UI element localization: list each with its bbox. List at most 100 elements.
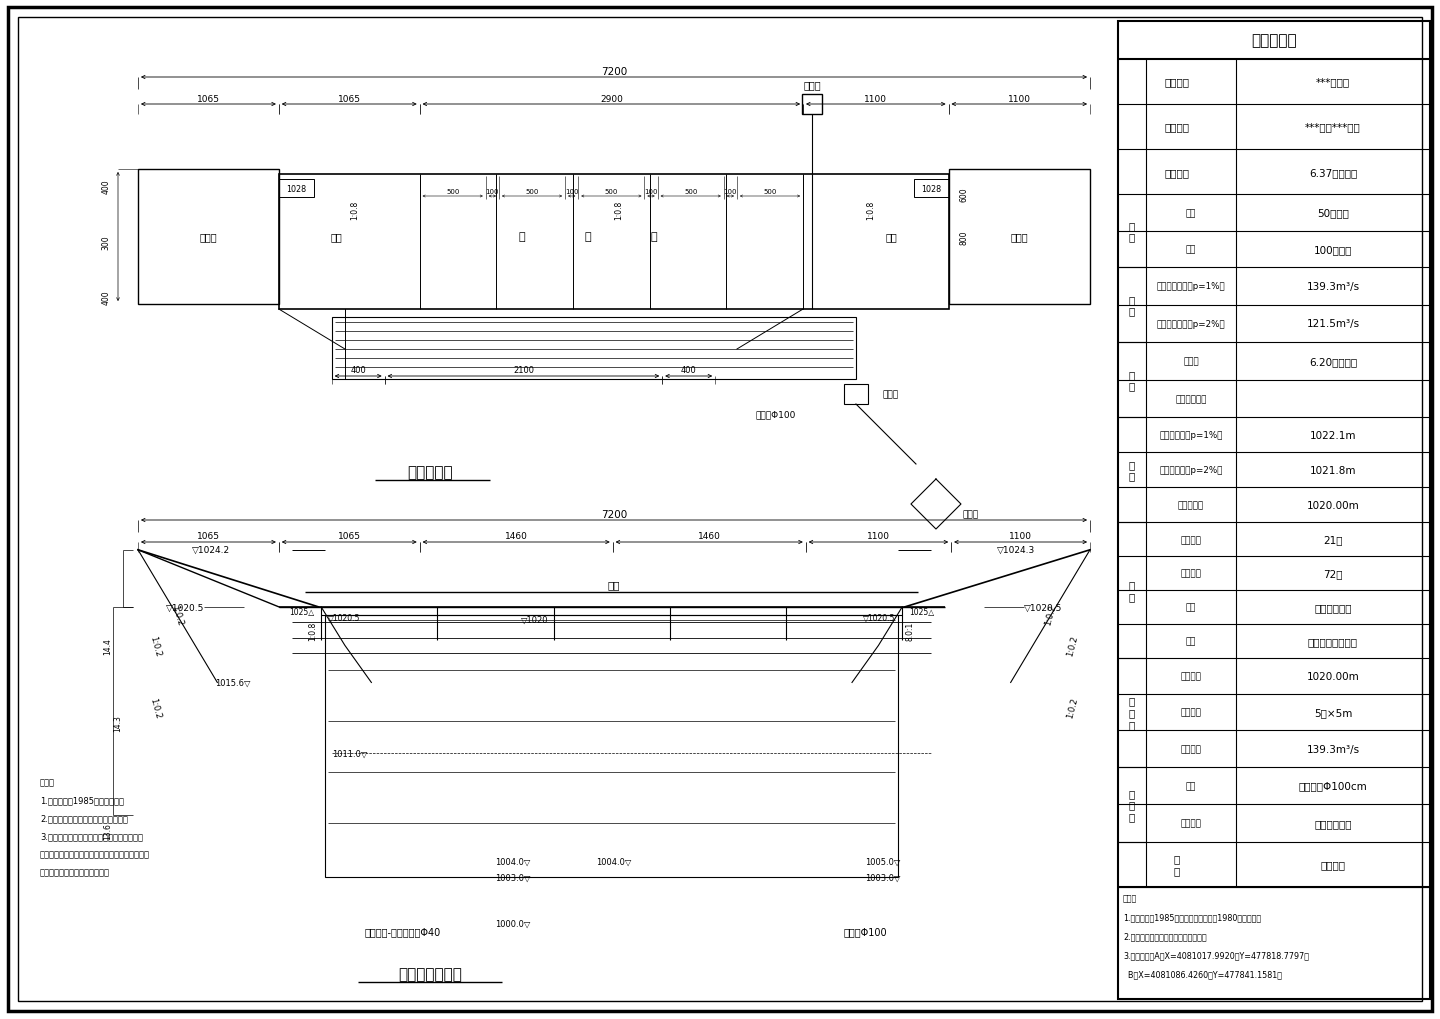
- Text: ▽1020.5: ▽1020.5: [863, 612, 896, 622]
- Text: 进水井: 进水井: [804, 79, 821, 90]
- Text: 设计洪峰流量（p=1%）: 设计洪峰流量（p=1%）: [1156, 282, 1225, 291]
- Text: 600: 600: [959, 187, 968, 202]
- Text: 功
能: 功 能: [1174, 854, 1181, 875]
- Text: 1065: 1065: [197, 532, 220, 541]
- Text: 6.20万立方米: 6.20万立方米: [1309, 357, 1356, 367]
- Text: 标准: 标准: [1185, 209, 1197, 218]
- Text: ▽1020: ▽1020: [521, 615, 549, 625]
- Text: 1020.00m: 1020.00m: [1306, 672, 1359, 682]
- Text: 1:0.2: 1:0.2: [1066, 635, 1080, 657]
- Bar: [279, 179, 314, 198]
- Text: 1003.0▽: 1003.0▽: [865, 872, 901, 881]
- Text: 14.3: 14.3: [114, 714, 122, 732]
- Text: 1025△: 1025△: [909, 607, 935, 616]
- Bar: [1117, 22, 1430, 999]
- Text: 1:0.2: 1:0.2: [148, 696, 163, 718]
- Text: 1015.6▽: 1015.6▽: [215, 679, 251, 687]
- Text: 总库容: 总库容: [1184, 357, 1200, 366]
- Text: 1460: 1460: [698, 532, 720, 541]
- Text: 7200: 7200: [600, 67, 628, 76]
- Text: 1460: 1460: [504, 532, 527, 541]
- Text: 7200: 7200: [600, 510, 628, 520]
- Text: ▽1020.5: ▽1020.5: [328, 612, 360, 622]
- Text: 型式: 型式: [1185, 637, 1197, 646]
- Text: 100: 100: [485, 189, 500, 195]
- Text: 400: 400: [101, 179, 111, 195]
- Text: 库
容: 库 容: [1129, 370, 1135, 391]
- Text: 1:0.2: 1:0.2: [170, 603, 184, 627]
- Text: 1100: 1100: [867, 532, 890, 541]
- Text: 工程特性表: 工程特性表: [1251, 34, 1297, 49]
- Text: 1020.00m: 1020.00m: [1306, 500, 1359, 511]
- Text: 1028: 1028: [922, 184, 942, 194]
- Text: 控制方式: 控制方式: [1181, 819, 1201, 827]
- Text: 设计蓄水库容: 设计蓄水库容: [1175, 394, 1207, 404]
- Text: 300: 300: [101, 235, 111, 250]
- Text: 1025△: 1025△: [289, 607, 314, 616]
- Bar: [844, 384, 868, 405]
- Text: ▽1024.2: ▽1024.2: [193, 546, 230, 554]
- Bar: [331, 318, 855, 380]
- Bar: [138, 170, 279, 305]
- Text: 最大泄量: 最大泄量: [1181, 744, 1201, 753]
- Text: 800: 800: [959, 230, 968, 245]
- Text: 坝顶: 坝顶: [886, 232, 897, 243]
- Text: 交: 交: [518, 232, 524, 243]
- Text: 400: 400: [101, 290, 111, 305]
- Text: 手电两用蝶阀: 手电两用蝶阀: [1315, 818, 1352, 828]
- Text: 正常蓄水位: 正常蓄水位: [1178, 501, 1204, 510]
- Text: ▽1024.3: ▽1024.3: [998, 546, 1035, 554]
- Text: 1004.0▽: 1004.0▽: [596, 857, 632, 866]
- Text: 1022.1m: 1022.1m: [1310, 430, 1356, 440]
- Text: 1065: 1065: [338, 532, 361, 541]
- Text: 1.图中高程为1985国家高程基准: 1.图中高程为1985国家高程基准: [40, 795, 124, 804]
- Text: 说明：: 说明：: [40, 777, 55, 787]
- Text: 设计洪峰流量（p=2%）: 设计洪峰流量（p=2%）: [1156, 320, 1225, 328]
- Text: 溢
洪
道: 溢 洪 道: [1129, 696, 1135, 730]
- Text: 堰顶高程: 堰顶高程: [1181, 672, 1201, 681]
- Text: 说明：: 说明：: [1123, 893, 1138, 902]
- Text: 1:0.2: 1:0.2: [148, 635, 163, 657]
- Text: 出水槽: 出水槽: [963, 510, 979, 519]
- Text: 14.4: 14.4: [104, 637, 112, 654]
- Text: 6.37平方公里: 6.37平方公里: [1309, 167, 1356, 177]
- Text: 放
水
洞: 放 水 洞: [1129, 788, 1135, 821]
- Bar: [325, 615, 899, 877]
- Text: 大坝下游立视图: 大坝下游立视图: [397, 967, 462, 981]
- Text: 2.图中高程单位为米，尺寸单位为厘米: 2.图中高程单位为米，尺寸单位为厘米: [1123, 931, 1207, 941]
- Bar: [949, 170, 1090, 305]
- Text: 坝底埋管Φ100cm: 坝底埋管Φ100cm: [1299, 781, 1368, 791]
- Text: 500: 500: [446, 189, 459, 195]
- Text: 5孔×5m: 5孔×5m: [1313, 707, 1352, 717]
- Text: 1028: 1028: [285, 184, 305, 194]
- Text: 1005.0▽: 1005.0▽: [865, 857, 900, 866]
- Text: 最大坝高: 最大坝高: [1181, 535, 1201, 544]
- Text: 坝顶: 坝顶: [330, 232, 343, 243]
- Text: 所在河流: 所在河流: [1165, 122, 1189, 132]
- Text: 1065: 1065: [197, 95, 220, 103]
- Text: 100: 100: [724, 189, 737, 195]
- Text: 1:0.2: 1:0.2: [1066, 696, 1080, 718]
- Text: 2.图中尺寸单位为厘米，高程单位为米: 2.图中尺寸单位为厘米，高程单位为米: [40, 813, 128, 822]
- Text: 139.3m³/s: 139.3m³/s: [1306, 281, 1359, 291]
- Text: 139.3m³/s: 139.3m³/s: [1306, 744, 1359, 754]
- Text: 1021.8m: 1021.8m: [1310, 466, 1356, 476]
- Text: 100: 100: [644, 189, 658, 195]
- Text: 1004.0▽: 1004.0▽: [495, 857, 530, 866]
- Text: 1:0.2: 1:0.2: [1043, 603, 1057, 627]
- Text: 1065: 1065: [338, 95, 361, 103]
- Text: ▽1020.5: ▽1020.5: [1024, 603, 1063, 611]
- Text: 21米: 21米: [1323, 535, 1342, 545]
- Text: 坝顶开敞式实用堰: 坝顶开敞式实用堰: [1308, 636, 1358, 646]
- Text: ***河系***支流: ***河系***支流: [1305, 122, 1361, 132]
- Text: 1003.0▽: 1003.0▽: [495, 872, 530, 881]
- Text: 50年一遇: 50年一遇: [1318, 208, 1349, 218]
- Text: 型式: 型式: [1185, 782, 1197, 791]
- Text: 72米: 72米: [1323, 569, 1342, 579]
- Text: 大坝平面图: 大坝平面图: [408, 465, 452, 480]
- Text: 1:0.8: 1:0.8: [865, 200, 874, 219]
- Text: 漂流蓄水: 漂流蓄水: [1320, 860, 1345, 869]
- Text: 121.5m³/s: 121.5m³/s: [1306, 319, 1359, 329]
- Text: 1100: 1100: [1009, 532, 1032, 541]
- Text: 工程名称: 工程名称: [1165, 77, 1189, 88]
